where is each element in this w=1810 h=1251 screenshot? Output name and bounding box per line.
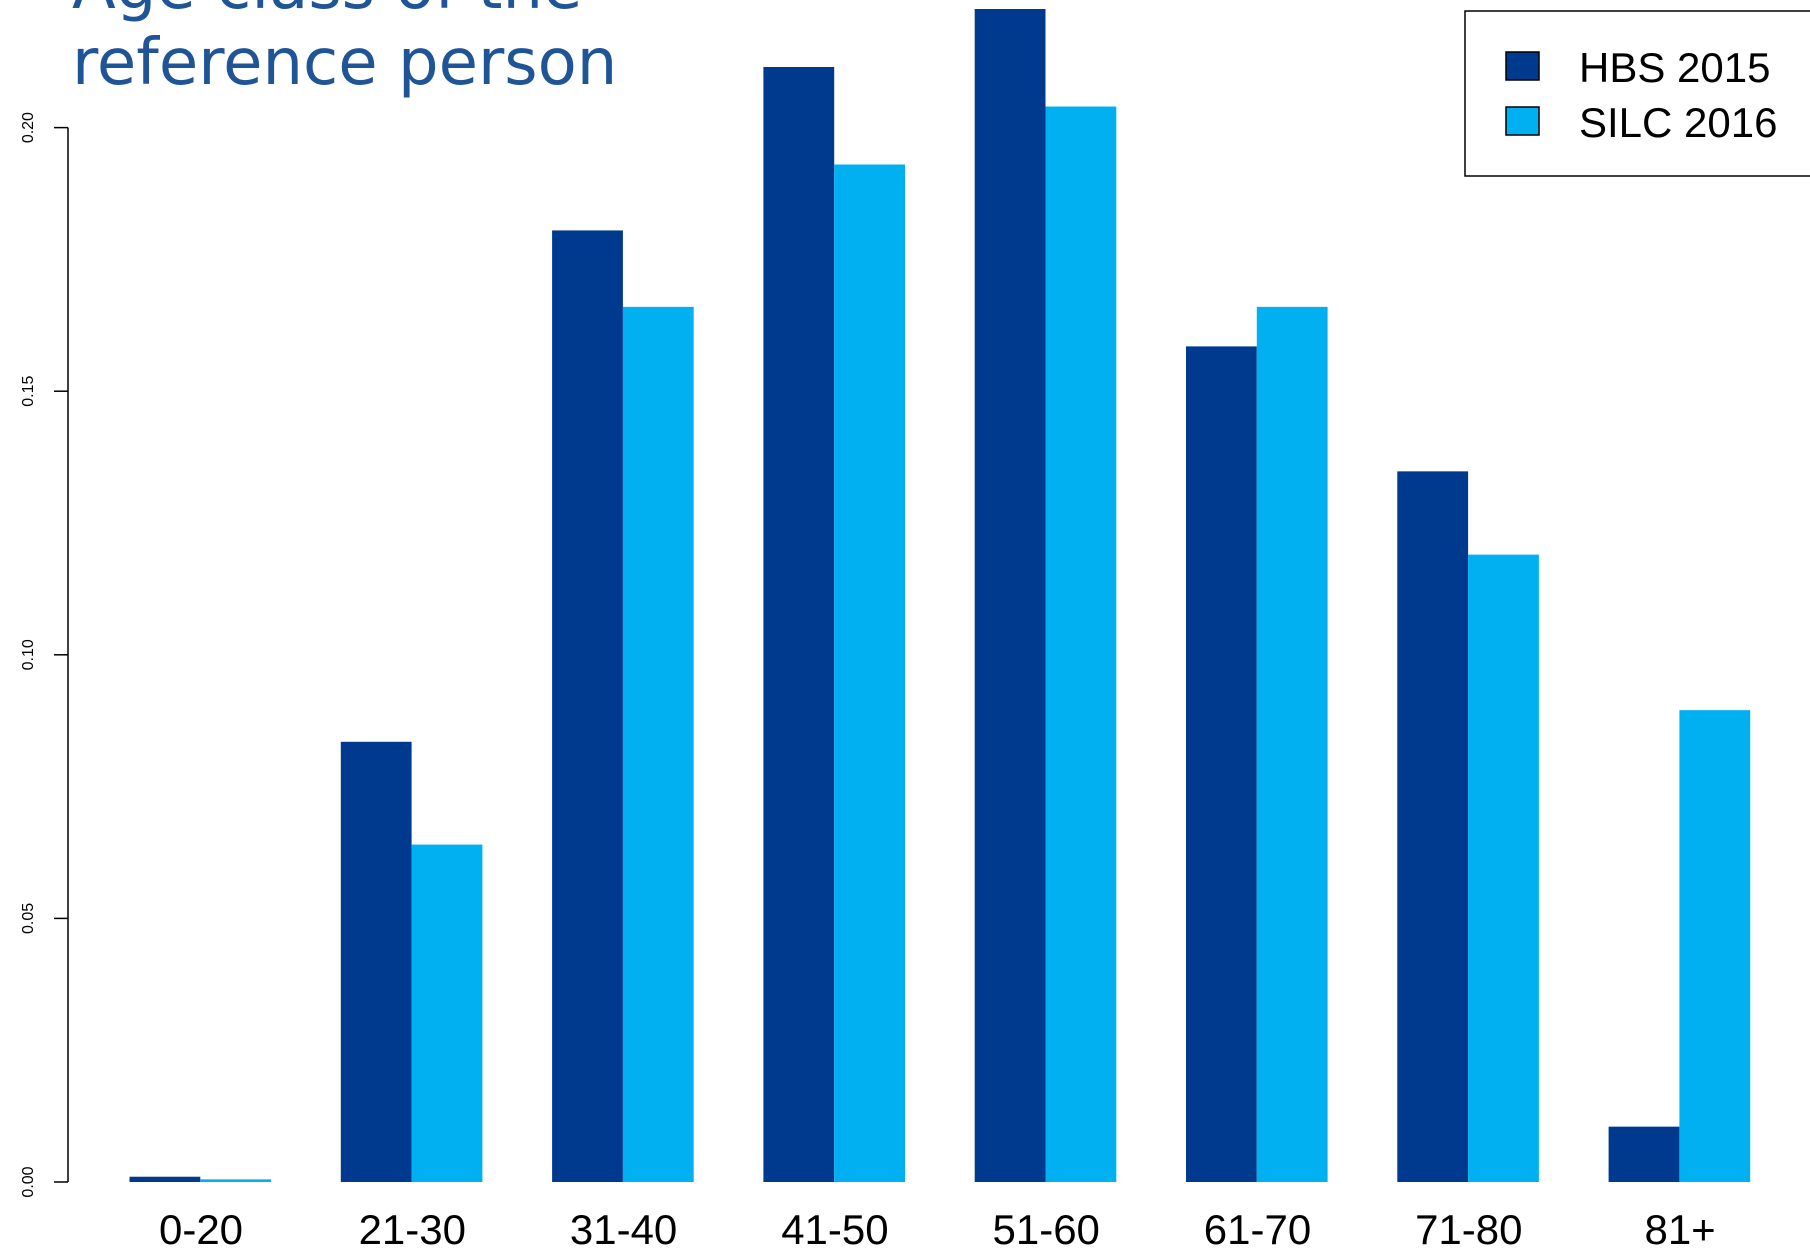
chart-title-line-2: reference person bbox=[72, 26, 617, 100]
y-tick-label: 0.10 bbox=[20, 639, 37, 670]
x-tick-label: 51-60 bbox=[992, 1206, 1099, 1251]
bar-hbs-2015 bbox=[552, 230, 623, 1182]
legend-box bbox=[1464, 10, 1810, 177]
y-axis: 0.00 0.05 0.10 0.15 0.20 bbox=[20, 112, 69, 1198]
x-tick-label: 61-70 bbox=[1204, 1206, 1311, 1251]
bar-silc-2016 bbox=[200, 1179, 272, 1182]
bar-hbs-2015 bbox=[129, 1176, 201, 1182]
x-tick-label: 0-20 bbox=[159, 1206, 243, 1251]
chart-title-line-1: Age class of the bbox=[72, 0, 582, 24]
legend-label-silc: SILC 2016 bbox=[1579, 99, 1777, 146]
bar-hbs-2015 bbox=[763, 66, 835, 1183]
x-tick-label: 21-30 bbox=[359, 1206, 466, 1251]
legend-swatch-hbs bbox=[1505, 51, 1540, 81]
x-tick-label: 31-40 bbox=[570, 1206, 677, 1251]
y-tick-label: 0.15 bbox=[20, 376, 37, 407]
bar-hbs-2015 bbox=[974, 9, 1046, 1182]
bar-silc-2016 bbox=[834, 164, 905, 1182]
y-tick-label: 0.20 bbox=[20, 112, 37, 143]
x-tick-label: 71-80 bbox=[1415, 1206, 1522, 1251]
legend-label-hbs: HBS 2015 bbox=[1579, 44, 1770, 91]
bar-hbs-2015 bbox=[340, 741, 412, 1182]
bar-silc-2016 bbox=[1256, 306, 1328, 1182]
legend-swatch-silc bbox=[1505, 106, 1540, 136]
bar-silc-2016 bbox=[411, 844, 483, 1182]
x-tick-label: 41-50 bbox=[781, 1206, 888, 1251]
bar-hbs-2015 bbox=[1186, 346, 1257, 1183]
bar-silc-2016 bbox=[1045, 106, 1117, 1183]
y-tick-label: 0.05 bbox=[20, 903, 37, 934]
bar-silc-2016 bbox=[622, 306, 694, 1182]
bars-group bbox=[129, 9, 1751, 1183]
bar-silc-2016 bbox=[1468, 554, 1539, 1182]
bar-hbs-2015 bbox=[1397, 471, 1469, 1182]
bar-hbs-2015 bbox=[1608, 1126, 1680, 1182]
x-axis-labels: 0-20 21-30 31-40 41-50 51-60 61-70 71-80 81+ bbox=[159, 1206, 1716, 1251]
x-tick-label: 81+ bbox=[1644, 1206, 1715, 1251]
legend: HBS 2015 SILC 2016 bbox=[1464, 10, 1810, 177]
bar-silc-2016 bbox=[1679, 710, 1751, 1182]
y-tick-label: 0.00 bbox=[20, 1166, 37, 1197]
